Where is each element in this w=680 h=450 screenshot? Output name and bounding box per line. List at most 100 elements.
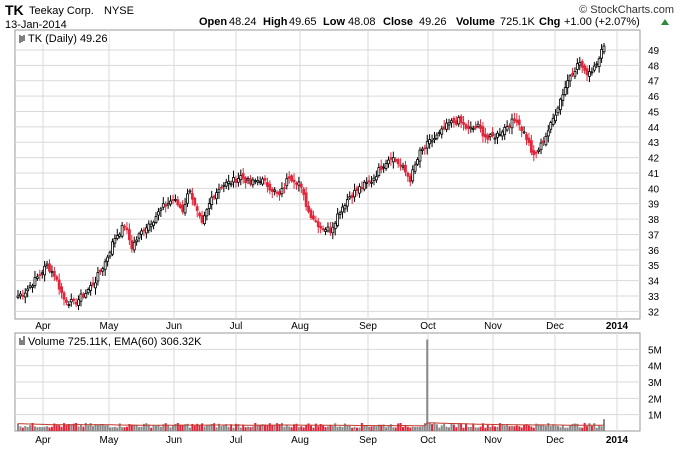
volume-y-tick-labels: 1M 2M 3M 4M 5M	[648, 345, 662, 421]
candle-body	[554, 114, 557, 122]
candle-body	[597, 58, 601, 68]
volume-bar	[433, 423, 436, 431]
volume-bar	[232, 427, 235, 431]
volume-bar	[583, 422, 586, 431]
candle-body	[578, 62, 582, 66]
price-x-tick-label: 2014	[606, 321, 629, 332]
volume-bar	[414, 427, 417, 431]
volume-bar	[353, 426, 356, 431]
candle-body	[510, 118, 514, 129]
volume-bar	[53, 423, 56, 431]
volume-bar	[530, 426, 533, 431]
candle-body	[144, 227, 148, 234]
volume-bar	[389, 424, 392, 431]
candle-body	[382, 166, 386, 169]
volume-bar	[336, 426, 339, 431]
volume-bar	[498, 423, 501, 431]
candle-body	[89, 285, 93, 291]
volume-bar	[24, 426, 27, 431]
volume-bar	[598, 425, 601, 431]
volume-bar	[542, 424, 545, 431]
ticker-symbol: TK	[5, 2, 24, 18]
volume-bar	[70, 424, 73, 431]
volume-bar	[445, 426, 448, 431]
volume-bar	[324, 427, 327, 431]
volume-bar	[501, 424, 504, 431]
candle-body	[396, 159, 400, 165]
volume-bar	[208, 424, 211, 431]
candle-body	[270, 188, 274, 192]
candle-body	[447, 122, 451, 126]
volume-bar	[443, 423, 446, 431]
volume-bar	[312, 427, 315, 431]
volume-bar	[520, 427, 523, 431]
price-x-tick-label: Jul	[230, 321, 243, 332]
volume-bar	[380, 424, 383, 431]
candle-body	[86, 289, 90, 294]
price-gridlines	[15, 30, 640, 319]
volume-bar	[341, 426, 344, 431]
volume-bar	[448, 427, 451, 431]
candle-body	[19, 293, 22, 297]
price-y-tick-label: 34	[648, 277, 660, 288]
volume-bar	[573, 423, 576, 431]
volume-bar	[392, 427, 395, 431]
price-x-tick-label: Nov	[484, 321, 502, 332]
volume-bar	[285, 424, 288, 431]
candle-body	[123, 225, 126, 228]
chg-label: Chg	[539, 16, 560, 28]
close-value: 49.26	[419, 16, 447, 28]
candle-body	[341, 206, 344, 213]
volume-bar	[184, 424, 187, 431]
volume-bar	[87, 425, 90, 431]
candle-body	[149, 223, 153, 228]
candle-body	[166, 202, 170, 206]
volume-bar	[268, 423, 271, 431]
volume-bar	[554, 425, 557, 431]
candle-body	[358, 186, 361, 194]
candle-body	[355, 187, 359, 191]
volume-bar	[220, 426, 223, 431]
volume-bar	[227, 426, 230, 431]
volume-bar	[179, 424, 182, 431]
candle-body	[72, 298, 76, 301]
volume-bar	[147, 424, 150, 431]
volume-bar	[464, 423, 467, 431]
candle-body	[43, 265, 47, 276]
volume-bar	[351, 427, 354, 431]
volume-bar	[409, 427, 412, 431]
candle-body	[33, 277, 37, 286]
candle-body	[321, 228, 325, 230]
volume-bar	[595, 427, 598, 431]
volume-bar	[201, 423, 204, 431]
candle-body	[580, 60, 584, 68]
volume-bar	[404, 424, 407, 431]
volume-bar	[484, 427, 487, 431]
volume-bar	[237, 424, 240, 431]
candle-body	[469, 126, 473, 130]
candle-body	[585, 68, 589, 76]
candle-body	[350, 194, 354, 198]
volume-bar	[426, 339, 429, 431]
price-y-tick-label: 36	[648, 246, 660, 257]
volume-bar	[176, 422, 179, 431]
volume-x-tick-label: Jun	[166, 435, 182, 446]
volume-bar	[343, 423, 346, 431]
candle-body	[227, 180, 231, 184]
volume-bar	[164, 423, 167, 431]
price-y-tick-label: 32	[648, 307, 660, 318]
volume-bar	[428, 422, 431, 431]
volume-bar	[569, 425, 572, 431]
volume-bar	[544, 425, 547, 431]
volume-bar	[60, 426, 63, 431]
candle-body	[186, 193, 189, 204]
price-y-tick-label: 44	[648, 123, 660, 134]
price-y-tick-label: 41	[648, 169, 660, 180]
candle-body	[583, 65, 587, 71]
candle-body	[602, 45, 606, 53]
volume-bar	[385, 427, 388, 431]
candle-body	[157, 211, 160, 216]
candle-body	[207, 203, 211, 209]
candle-body	[132, 241, 136, 251]
candle-body	[408, 175, 412, 183]
